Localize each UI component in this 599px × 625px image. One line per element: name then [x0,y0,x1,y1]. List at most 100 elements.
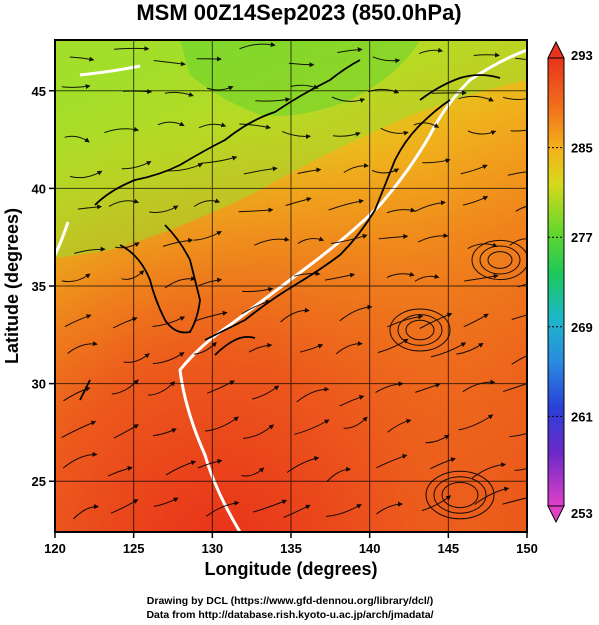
streamline [252,385,280,400]
streamline [507,171,527,176]
streamline [243,424,274,439]
streamline [113,424,139,439]
streamline [422,158,451,164]
colorbar-body [547,57,565,507]
y-tick-label: 35 [32,279,46,294]
streamline [243,166,278,175]
credit-line-1: Drawing by DCL (https://www.gfd-dennou.o… [147,595,433,607]
streamline [255,97,291,103]
coastlines [79,59,501,401]
streamline [325,503,362,517]
streamline [69,56,95,62]
colorbar-tick-label: 293 [571,48,593,63]
streamline [62,451,98,469]
streamline [121,161,152,170]
streamline [514,467,527,471]
streamline [474,486,510,505]
cool-region-core [180,40,420,116]
streamline [335,341,363,355]
colorbar-bottom-cap [547,505,565,524]
colorbar-tick-label: 285 [571,141,593,156]
eddy-streamline [433,476,487,514]
y-tick-label: 25 [32,474,46,489]
x-axis: 120 125 130 135 140 145 150 [44,532,538,556]
streamline [337,47,363,53]
streamline [149,205,179,214]
streamline [386,207,416,214]
streamline [376,501,403,515]
streamline [64,135,90,143]
streamline [64,314,92,327]
y-tick-label: 45 [32,84,46,99]
streamline [456,342,484,355]
eddy-streamline [405,319,435,341]
streamline [414,273,440,282]
streamline [294,419,330,435]
isotherm-line [178,48,527,532]
eddy-streamline [389,308,451,352]
x-tick-label: 125 [123,541,145,556]
streamline [193,230,222,241]
y-axis-label: Latitude (degrees) [2,208,22,364]
streamline [108,198,140,207]
eddy-streamline [471,239,527,281]
streamline [511,355,527,365]
streamline [339,395,365,407]
streamline [297,167,322,174]
streamline [193,341,217,355]
streamline [114,46,150,52]
streamline [377,338,409,353]
streamline [332,131,361,137]
streamline [458,95,494,102]
streamline [386,271,415,278]
streamline [73,504,100,520]
streamline [241,467,265,477]
streamline [239,123,271,130]
colorbar-tick-label: 277 [571,230,593,245]
streamline [197,458,223,469]
streamline [206,86,234,91]
x-tick-label: 130 [201,541,223,556]
streamline [509,432,527,438]
chart-title: MSM 00Z14Sep2023 (850.0hPa) [136,0,461,25]
streamline [193,310,228,322]
colorbar-top-cap [547,40,565,59]
streamline [152,352,185,365]
streamline [207,380,235,394]
eddy-streamline [479,245,521,275]
colorbar: 293 285 277 269 261 253 [547,40,593,524]
streamline [467,130,497,136]
streamline [510,129,527,132]
streamline [280,307,310,323]
streamline [430,457,456,470]
streamline [371,168,400,174]
streamline [285,197,312,206]
y-tick-label: 30 [32,377,46,392]
streamline [157,121,185,127]
eddy-streamline [441,481,479,509]
y-axis: 25 30 35 40 45 [32,84,55,489]
streamline [153,497,179,507]
streamline [299,344,324,353]
streamline [112,316,138,329]
colorbar-ticks: 293 285 277 269 261 253 [548,48,593,521]
colorbar-tick-label: 253 [571,506,593,521]
streamline [326,466,352,482]
streamline [107,466,133,477]
colorbar-tick-label: 261 [571,409,593,424]
x-tick-label: 140 [359,541,381,556]
streamline [162,238,194,247]
streamline [200,155,238,164]
streamline [286,456,320,473]
streamline [458,414,494,431]
streamline [63,386,91,402]
streamline [69,170,103,179]
x-tick-label: 120 [44,541,66,556]
streamline [380,127,409,136]
streamline [164,91,194,97]
streamline [282,131,311,140]
streamline [254,236,290,246]
streamlines [61,42,527,520]
x-axis-label: Longitude (degrees) [204,559,377,579]
